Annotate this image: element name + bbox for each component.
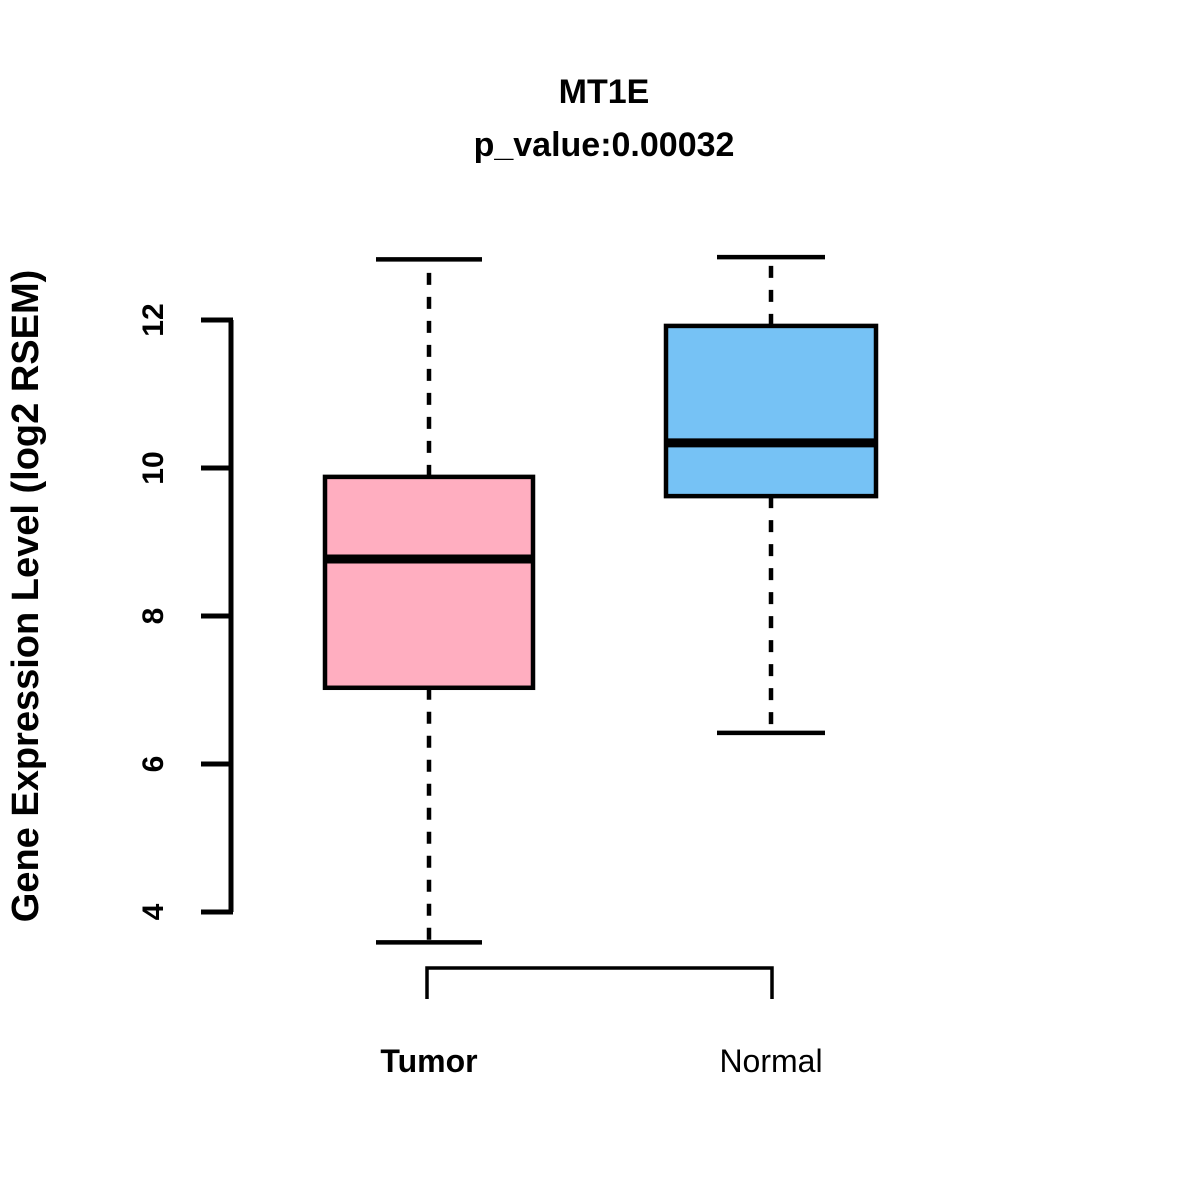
boxplot-tumor: [322, 257, 536, 945]
boxplot-normal: [663, 254, 879, 736]
y-axis-title: Gene Expression Level (log2 RSEM): [5, 270, 47, 923]
y-tick-label-4: 4: [137, 903, 170, 920]
y-tick-label-6: 6: [137, 756, 170, 773]
y-tick-label-12: 12: [137, 303, 170, 336]
chart-subtitle-pvalue: p_value:0.00032: [474, 126, 735, 164]
boxplot-series: [322, 254, 879, 945]
y-axis-ticks: [201, 317, 233, 915]
y-tick-label-10: 10: [137, 451, 170, 484]
x-axis-bracket: [425, 966, 774, 999]
y-tick-label-8: 8: [137, 608, 170, 625]
x-label-normal: Normal: [719, 1043, 822, 1079]
x-label-tumor: Tumor: [380, 1043, 477, 1079]
box-tumor: [322, 474, 536, 691]
y-axis-tick-labels: 12 10 8 6 4: [137, 303, 170, 920]
chart-title: MT1E: [559, 73, 650, 111]
box-normal: [663, 323, 879, 499]
